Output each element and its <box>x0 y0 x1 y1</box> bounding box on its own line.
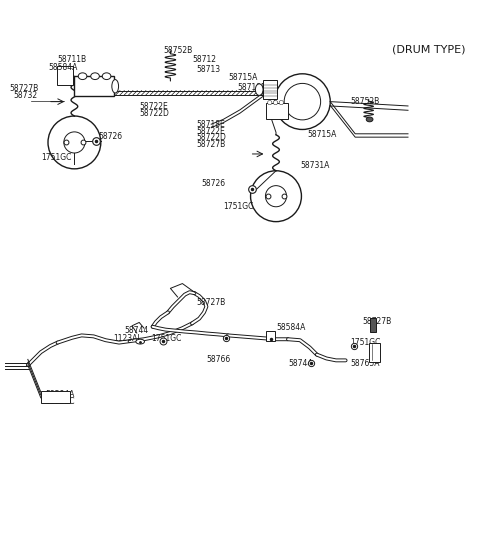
Ellipse shape <box>273 100 277 105</box>
Text: 58727B: 58727B <box>362 317 392 326</box>
Ellipse shape <box>78 73 87 80</box>
Circle shape <box>265 186 287 207</box>
Circle shape <box>284 84 321 120</box>
Text: 58584A: 58584A <box>48 63 77 73</box>
Bar <box>369 342 380 362</box>
Text: 58765A: 58765A <box>350 359 380 367</box>
Ellipse shape <box>279 100 283 105</box>
Bar <box>41 390 70 402</box>
Text: 58713: 58713 <box>197 65 221 74</box>
Bar <box>266 103 288 120</box>
Text: 58718E: 58718E <box>197 120 226 129</box>
Text: 58722D: 58722D <box>197 133 227 143</box>
Text: 58752B: 58752B <box>350 97 380 106</box>
Text: 58727B: 58727B <box>197 140 226 149</box>
Text: 58722E: 58722E <box>139 102 168 111</box>
Ellipse shape <box>255 84 263 96</box>
Bar <box>74 76 114 96</box>
Text: 58711B: 58711B <box>58 55 87 64</box>
Circle shape <box>48 116 101 169</box>
Text: 1751GC: 1751GC <box>151 334 181 343</box>
Text: 58722D: 58722D <box>139 109 169 118</box>
Bar <box>370 318 376 331</box>
Text: 58715A: 58715A <box>228 73 257 82</box>
Text: 58744: 58744 <box>125 327 149 335</box>
Ellipse shape <box>91 73 99 80</box>
Text: 58752B: 58752B <box>163 46 192 55</box>
Text: 58718E: 58718E <box>238 82 266 92</box>
Text: 58712: 58712 <box>192 55 216 64</box>
Ellipse shape <box>268 100 272 105</box>
Bar <box>263 80 277 99</box>
Text: 58766: 58766 <box>206 355 231 364</box>
Text: 58732: 58732 <box>13 91 37 100</box>
Bar <box>266 330 275 341</box>
Ellipse shape <box>112 80 119 93</box>
Bar <box>57 66 73 85</box>
Ellipse shape <box>102 73 111 80</box>
Text: 58715A: 58715A <box>307 129 336 139</box>
Ellipse shape <box>136 339 144 344</box>
Text: 58584A: 58584A <box>46 390 75 399</box>
Text: 58735C: 58735C <box>46 397 75 406</box>
Ellipse shape <box>366 117 373 122</box>
Text: 58726: 58726 <box>202 179 226 188</box>
Text: 58744: 58744 <box>288 359 312 367</box>
Text: (DRUM TYPE): (DRUM TYPE) <box>392 45 466 55</box>
Text: 58726: 58726 <box>98 132 122 141</box>
Circle shape <box>64 132 85 153</box>
Circle shape <box>275 74 330 129</box>
Text: 1751GC: 1751GC <box>223 201 253 211</box>
Text: 58731A: 58731A <box>300 161 329 170</box>
Text: 58727B: 58727B <box>197 298 226 307</box>
Text: 1751GC: 1751GC <box>41 153 71 162</box>
Text: 1123AL: 1123AL <box>113 334 142 343</box>
Circle shape <box>251 171 301 222</box>
Text: 58722E: 58722E <box>197 127 226 136</box>
Text: 58727B: 58727B <box>10 84 39 92</box>
Text: 1751GC: 1751GC <box>350 339 381 347</box>
Text: 58584A: 58584A <box>276 323 305 331</box>
